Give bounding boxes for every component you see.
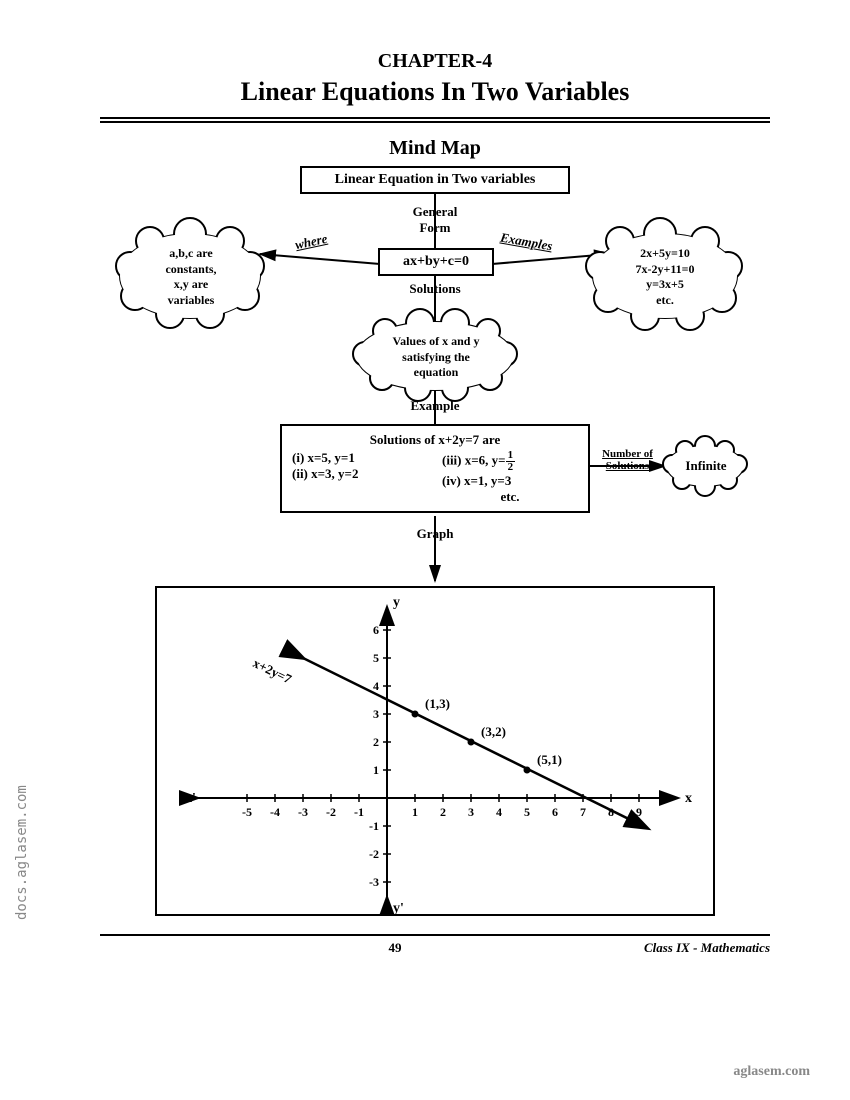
solutions-cloud-text: Values of x and y satisfying the equatio… bbox=[370, 334, 502, 381]
sol-iii: (iii) x=6, y=12 bbox=[442, 450, 578, 473]
svg-text:9: 9 bbox=[636, 805, 642, 819]
svg-text:2: 2 bbox=[440, 805, 446, 819]
svg-text:(3,2): (3,2) bbox=[481, 724, 506, 739]
svg-text:5: 5 bbox=[524, 805, 530, 819]
svg-text:-5: -5 bbox=[242, 805, 252, 819]
svg-text:5: 5 bbox=[373, 651, 379, 665]
svg-text:(5,1): (5,1) bbox=[537, 752, 562, 767]
root-box: Linear Equation in Two variables bbox=[300, 166, 570, 194]
y-neg-label: y' bbox=[393, 901, 404, 916]
general-form-label: General Form bbox=[400, 204, 470, 236]
solutions-label: Solutions bbox=[400, 281, 470, 297]
graph-svg: x x' y y' -5-4-3-2-1123456789 123456-1-2… bbox=[157, 588, 717, 918]
svg-text:2: 2 bbox=[373, 735, 379, 749]
watermark-left: docs.aglasem.com bbox=[14, 785, 30, 920]
x-label: x bbox=[685, 791, 692, 806]
sol-iv: (iv) x=1, y=3 bbox=[442, 473, 578, 489]
examples-cloud-text: 2x+5y=10 7x-2y+11=0 y=3x+5 etc. bbox=[605, 246, 725, 308]
general-form-box: ax+by+c=0 bbox=[378, 248, 494, 276]
svg-text:-2: -2 bbox=[326, 805, 336, 819]
footer-right: Class IX - Mathematics bbox=[570, 940, 770, 956]
page-content: CHAPTER-4 Linear Equations In Two Variab… bbox=[0, 0, 850, 986]
svg-text:4: 4 bbox=[373, 679, 379, 693]
svg-text:-2: -2 bbox=[369, 847, 379, 861]
svg-text:-1: -1 bbox=[369, 819, 379, 833]
y-label: y bbox=[393, 595, 400, 610]
sol-i: (i) x=5, y=1 bbox=[292, 450, 428, 466]
sol-ii: (ii) x=3, y=2 bbox=[292, 466, 428, 482]
graph-label: Graph bbox=[412, 526, 458, 542]
chapter-title: Linear Equations In Two Variables bbox=[100, 77, 770, 107]
sol-etc: etc. bbox=[442, 489, 578, 505]
double-rule bbox=[100, 117, 770, 123]
svg-text:3: 3 bbox=[373, 707, 379, 721]
x-neg-label: x' bbox=[185, 791, 196, 806]
watermark-bottom: aglasem.com bbox=[733, 1064, 810, 1080]
mindmap-diagram: Linear Equation in Two variables General… bbox=[100, 166, 770, 586]
solutions-box-title: Solutions of x+2y=7 are bbox=[292, 432, 578, 448]
svg-text:1: 1 bbox=[412, 805, 418, 819]
svg-text:-3: -3 bbox=[369, 875, 379, 889]
svg-text:6: 6 bbox=[373, 623, 379, 637]
line-eq: x+2y=7 bbox=[251, 655, 295, 687]
example-label: Example bbox=[405, 398, 465, 414]
svg-text:-3: -3 bbox=[298, 805, 308, 819]
page-number: 49 bbox=[220, 940, 570, 956]
mindmap-label: Mind Map bbox=[100, 137, 770, 160]
num-solutions-label: Number of Solutions bbox=[595, 448, 660, 472]
svg-text:7: 7 bbox=[580, 805, 586, 819]
svg-text:-1: -1 bbox=[354, 805, 364, 819]
svg-text:6: 6 bbox=[552, 805, 558, 819]
svg-text:-4: -4 bbox=[270, 805, 280, 819]
solutions-box: Solutions of x+2y=7 are (i) x=5, y=1 (ii… bbox=[280, 424, 590, 513]
chapter-label: CHAPTER-4 bbox=[100, 50, 770, 73]
svg-text:(1,3): (1,3) bbox=[425, 696, 450, 711]
svg-text:4: 4 bbox=[496, 805, 502, 819]
svg-text:3: 3 bbox=[468, 805, 474, 819]
constants-cloud-text: a,b,c are constants, x,y are variables bbox=[132, 246, 250, 308]
infinite-cloud-text: Infinite bbox=[678, 458, 734, 475]
svg-text:1: 1 bbox=[373, 763, 379, 777]
footer-row: 49 Class IX - Mathematics bbox=[100, 936, 770, 956]
graph-container: x x' y y' -5-4-3-2-1123456789 123456-1-2… bbox=[155, 586, 715, 916]
